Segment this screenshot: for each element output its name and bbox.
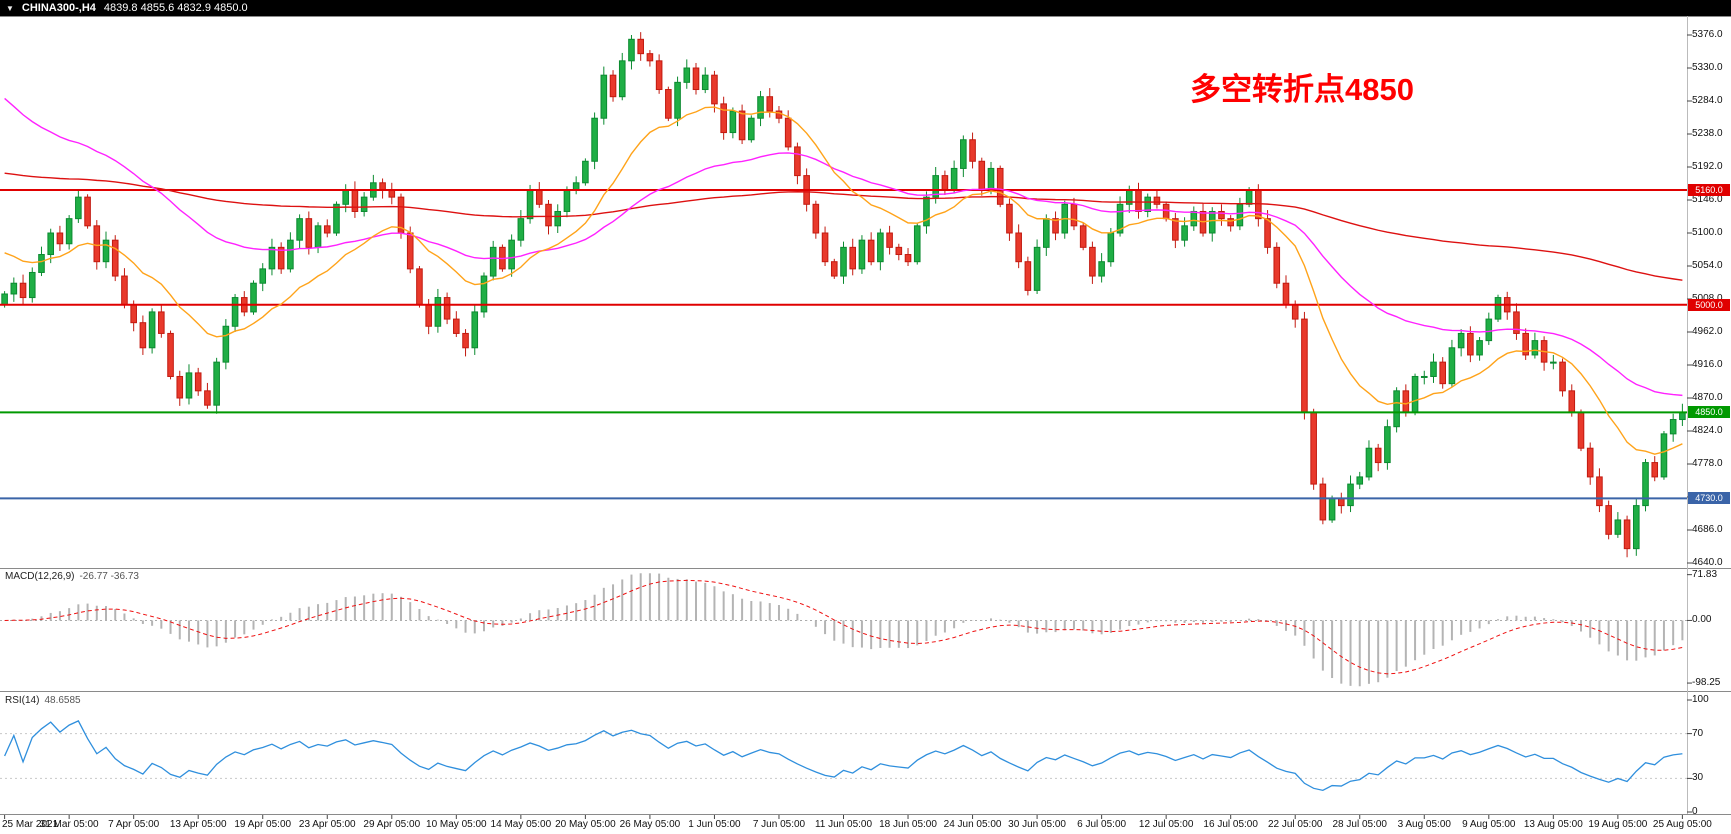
rsi-value: 48.6585	[44, 695, 81, 706]
time-axis-label: 23 Apr 05:00	[298, 819, 356, 830]
price-tick-label: 4686.0	[1692, 524, 1723, 535]
rsi-label: RSI(14)	[5, 695, 40, 706]
price-tick-label: 5146.0	[1692, 194, 1723, 205]
price-tick-label: 4870.0	[1692, 392, 1723, 403]
macd-tick-label: -98.25	[1692, 677, 1721, 689]
candlestick-series	[1, 32, 1686, 558]
time-axis-label: 1 Jun 05:00	[688, 819, 741, 830]
time-axis-label: 22 Jul 05:00	[1267, 819, 1323, 830]
rsi-indicator-label: RSI(14) 48.6585	[5, 695, 81, 706]
price-tick-label: 4824.0	[1692, 425, 1723, 436]
time-axis-label: 3 Aug 05:00	[1397, 819, 1451, 830]
price-tick-label: 5376.0	[1692, 29, 1723, 40]
rsi-tick-label: 30	[1692, 772, 1704, 784]
macd-values: -26.77 -36.73	[79, 571, 139, 582]
time-axis-label: 20 May 05:00	[555, 819, 616, 830]
rsi-tick-label: 0	[1692, 806, 1698, 817]
price-tick-label: 5008.0	[1692, 294, 1723, 304]
price-level-badge: 4850.0	[1688, 406, 1730, 419]
time-axis-label: 13 Apr 05:00	[169, 819, 227, 830]
price-level-badge: 5160.0	[1688, 183, 1730, 196]
time-axis-label: 6 Jul 05:00	[1077, 819, 1127, 830]
rsi-tick-label: 100	[1692, 694, 1709, 705]
time-axis-label: 25 Mar 2021	[2, 819, 59, 830]
time-axis-label: 14 May 05:00	[490, 819, 552, 830]
fast-ma-orange-line	[4, 106, 1683, 455]
macd-indicator-label: MACD(12,26,9) -26.77 -36.73	[5, 571, 139, 582]
macd-label: MACD(12,26,9)	[5, 571, 75, 582]
price-level-badge: 4730.0	[1688, 492, 1730, 505]
price-tick-label: 5054.0	[1692, 260, 1723, 271]
macd-tick-label: 71.83	[1692, 568, 1718, 580]
time-axis-label: 11 Jun 05:00	[814, 819, 873, 830]
price-tick-label: 5284.0	[1692, 95, 1723, 106]
time-axis-label: 10 May 05:00	[426, 819, 487, 830]
time-axis-label: 18 Jun 05:00	[879, 819, 937, 830]
time-axis-label: 16 Jul 05:00	[1203, 819, 1258, 830]
price-tick-label: 4778.0	[1692, 458, 1723, 469]
time-axis-label: 26 May 05:00	[619, 819, 681, 830]
time-axis-label: 7 Jun 05:00	[752, 819, 806, 830]
time-axis-label: 19 Aug 05:00	[1588, 819, 1648, 830]
header-ohlc-values: 4839.8 4855.6 4832.9 4850.0	[103, 2, 248, 14]
price-tick-label: 4962.0	[1692, 326, 1723, 337]
price-tick-label: 5100.0	[1692, 227, 1723, 238]
time-axis-label: 30 Jun 05:00	[1008, 819, 1066, 830]
time-axis-label: 28 Jul 05:00	[1332, 819, 1387, 830]
rsi-tick-label: 70	[1692, 727, 1704, 739]
time-axis-label: 12 Jul 05:00	[1138, 819, 1194, 830]
macd-tick-label: 0.00	[1692, 614, 1712, 626]
macd-histogram	[12, 573, 1684, 687]
chart-header-bar: ▼ CHINA300-,H4 4839.8 4855.6 4832.9 4850…	[0, 0, 1731, 16]
price-tick-label: 5330.0	[1692, 62, 1723, 73]
price-level-badge: 5000.0	[1688, 298, 1730, 311]
time-axis-label: 7 Apr 05:00	[108, 819, 160, 830]
price-tick-label: 5238.0	[1692, 128, 1723, 139]
slow-ma-red-line	[4, 172, 1683, 281]
symbol-dropdown-icon[interactable]: ▼	[6, 3, 14, 13]
time-axis-label: 29 Apr 05:00	[363, 819, 421, 830]
medium-ma-magenta-line	[4, 97, 1683, 397]
time-axis-label: 24 Jun 05:00	[943, 819, 1002, 830]
rsi-line	[4, 720, 1683, 792]
symbol-title[interactable]: CHINA300-,H4	[21, 2, 96, 14]
time-axis-label: 9 Aug 05:00	[1462, 819, 1516, 830]
time-axis-label: 31 Mar 05:00	[39, 819, 99, 830]
time-axis-label: 13 Aug 05:00	[1523, 819, 1583, 830]
time-axis-label: 25 Aug 05:00	[1652, 819, 1712, 830]
price-tick-label: 4916.0	[1692, 359, 1723, 370]
price-tick-label: 5192.0	[1692, 161, 1723, 172]
price-tick-label: 4640.0	[1692, 557, 1723, 568]
time-axis-label: 19 Apr 05:00	[234, 819, 292, 830]
chart-annotation-text: 多空转折点4850	[1190, 72, 1414, 107]
